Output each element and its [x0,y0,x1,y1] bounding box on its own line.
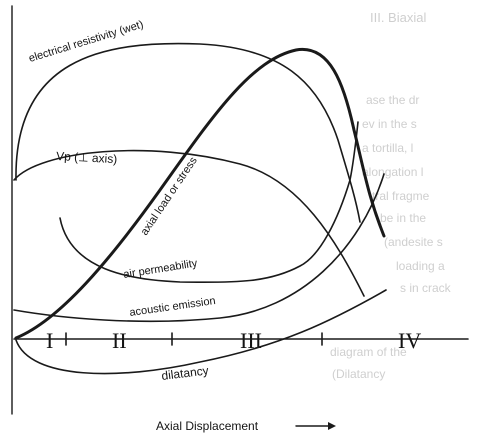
background-line: (Dilatancy [332,367,385,381]
background-line: ev in the s [362,117,417,131]
stage-label-iii: III [240,328,262,353]
background-line: tral fragme [372,189,430,203]
electrical-resistivity-curve [15,42,361,223]
background-heading: III. Biaxial [370,10,426,25]
acoustic-emission-label: acoustic emission [129,295,217,319]
x-axis-arrow-head [328,422,336,430]
dilatancy-curve [15,289,387,375]
stage-label-ii: II [112,328,127,353]
dilatancy-label: dilatancy [161,363,210,383]
axial-load-curve [14,47,386,340]
stage-label-iv: IV [398,328,421,353]
background-line: loading a [396,259,445,273]
stage-label-i: I [46,328,53,353]
background-line: be in the [380,211,426,225]
axial-load-label: axial load or stress [139,155,201,238]
background-line: s in crack [400,281,452,295]
acoustic-emission-curve [13,173,385,323]
background-line: (andesite s [384,235,443,249]
background-text: III. Biaxial ase the dr ev in the s a to… [330,10,452,381]
x-axis-label: Axial Displacement [156,419,259,433]
vp-label: Vp (⊥ axis) [56,149,118,166]
air-permeability-curve [59,121,359,284]
background-line: alongation l [362,165,423,179]
air-permeability-label: air permeability [123,257,199,281]
background-line: diagram of the [330,345,407,359]
background-line: a tortilla, l [362,141,413,155]
vp-curve [13,149,365,297]
background-line: ase the dr [366,93,419,107]
